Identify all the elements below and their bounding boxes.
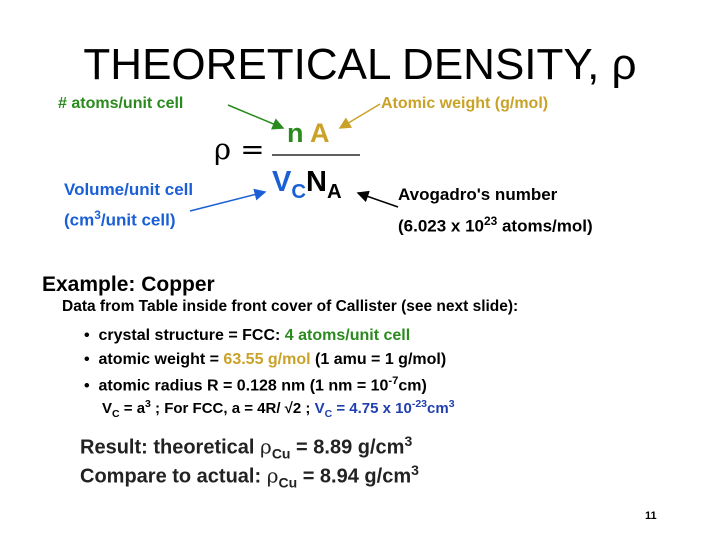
t: crystal structure = FCC: bbox=[98, 327, 285, 344]
t: 3 bbox=[145, 398, 151, 410]
arrow-atomic-weight bbox=[338, 103, 381, 129]
label-atoms: # atoms/unit cell bbox=[58, 95, 184, 112]
V-subscript: C bbox=[291, 180, 306, 203]
t: (6.023 x 10 bbox=[398, 216, 485, 236]
t: = 8.94 g/cm bbox=[297, 465, 412, 488]
arrow-volume bbox=[189, 188, 267, 212]
t: = 4.75 x 10 bbox=[332, 400, 412, 417]
t: ; For FCC, a = 4R/ √2 ; bbox=[150, 400, 315, 417]
t: Cu bbox=[271, 445, 291, 462]
t: cm bbox=[427, 400, 449, 417]
vc-line: VC = a3 ; For FCC, a = 4R/ √2 ; VC = 4.7… bbox=[102, 398, 455, 420]
page-number: 11 bbox=[645, 510, 657, 522]
t: ρ bbox=[260, 434, 272, 459]
label-atomic-weight: Atomic weight (g/mol) bbox=[381, 95, 549, 112]
N-symbol: N bbox=[306, 166, 327, 198]
n-symbol: n bbox=[287, 118, 304, 148]
t: C bbox=[112, 408, 120, 420]
t: 63.55 g/mol bbox=[223, 351, 311, 368]
example-source: Data from Table inside front cover of Ca… bbox=[62, 298, 519, 315]
arrow-atoms bbox=[227, 104, 285, 130]
label-avogadro-1: Avogadro's number bbox=[398, 185, 558, 204]
t: atoms/mol) bbox=[497, 216, 593, 236]
equals-sign: = bbox=[240, 132, 265, 166]
t: cm) bbox=[398, 377, 427, 395]
t: 4 atoms/unit cell bbox=[284, 327, 411, 344]
t: atomic weight = bbox=[98, 351, 224, 368]
example-heading: Example: Copper bbox=[42, 273, 215, 296]
t: -7 bbox=[388, 375, 399, 387]
label-volume-2: (cm3/unit cell) bbox=[64, 208, 175, 231]
N-subscript: A bbox=[326, 180, 342, 203]
t: = a bbox=[119, 400, 146, 417]
t: V bbox=[314, 400, 325, 417]
bullet-atomic-radius: • atomic radius R = 0.128 nm (1 nm = 10-… bbox=[84, 375, 427, 395]
t: -23 bbox=[411, 398, 428, 410]
label-avogadro-2: (6.023 x 1023 atoms/mol) bbox=[398, 214, 593, 237]
denominator: VCNA bbox=[272, 166, 342, 204]
t: Compare to actual: bbox=[80, 465, 267, 488]
t: 3 bbox=[411, 462, 419, 478]
t: (1 amu = 1 g/mol) bbox=[310, 351, 447, 368]
t: Result: theoretical bbox=[80, 436, 261, 459]
numerator: n A bbox=[287, 118, 330, 149]
t: 3 bbox=[448, 398, 455, 410]
V-symbol: V bbox=[272, 166, 292, 198]
result-actual: Compare to actual: ρCu = 8.94 g/cm3 bbox=[80, 462, 419, 491]
t: ρ bbox=[266, 463, 279, 488]
arrow-avogadro bbox=[356, 190, 399, 208]
t: 3 bbox=[94, 208, 101, 222]
t: atomic radius R = 0.128 nm (1 nm = 10 bbox=[98, 377, 389, 395]
t: Cu bbox=[278, 474, 298, 491]
t: 23 bbox=[484, 214, 498, 228]
rho-symbol: ρ bbox=[214, 132, 232, 166]
A-symbol: A bbox=[310, 118, 330, 148]
result-theoretical: Result: theoretical ρCu = 8.89 g/cm3 bbox=[80, 433, 412, 462]
bullet-atomic-weight: • atomic weight = 63.55 g/mol (1 amu = 1… bbox=[84, 351, 447, 368]
label-volume-1: Volume/unit cell bbox=[64, 180, 194, 199]
t: 3 bbox=[404, 433, 413, 449]
formula-lhs: ρ = bbox=[214, 132, 265, 166]
slide-title: THEORETICAL DENSITY, ρ bbox=[83, 40, 637, 89]
t: = 8.89 g/cm bbox=[290, 436, 405, 459]
t: (cm bbox=[64, 210, 95, 230]
bullet-crystal-structure: • crystal structure = FCC: 4 atoms/unit … bbox=[84, 327, 411, 344]
t: /unit cell) bbox=[100, 210, 176, 230]
t: V bbox=[102, 400, 113, 417]
t: C bbox=[324, 408, 333, 420]
